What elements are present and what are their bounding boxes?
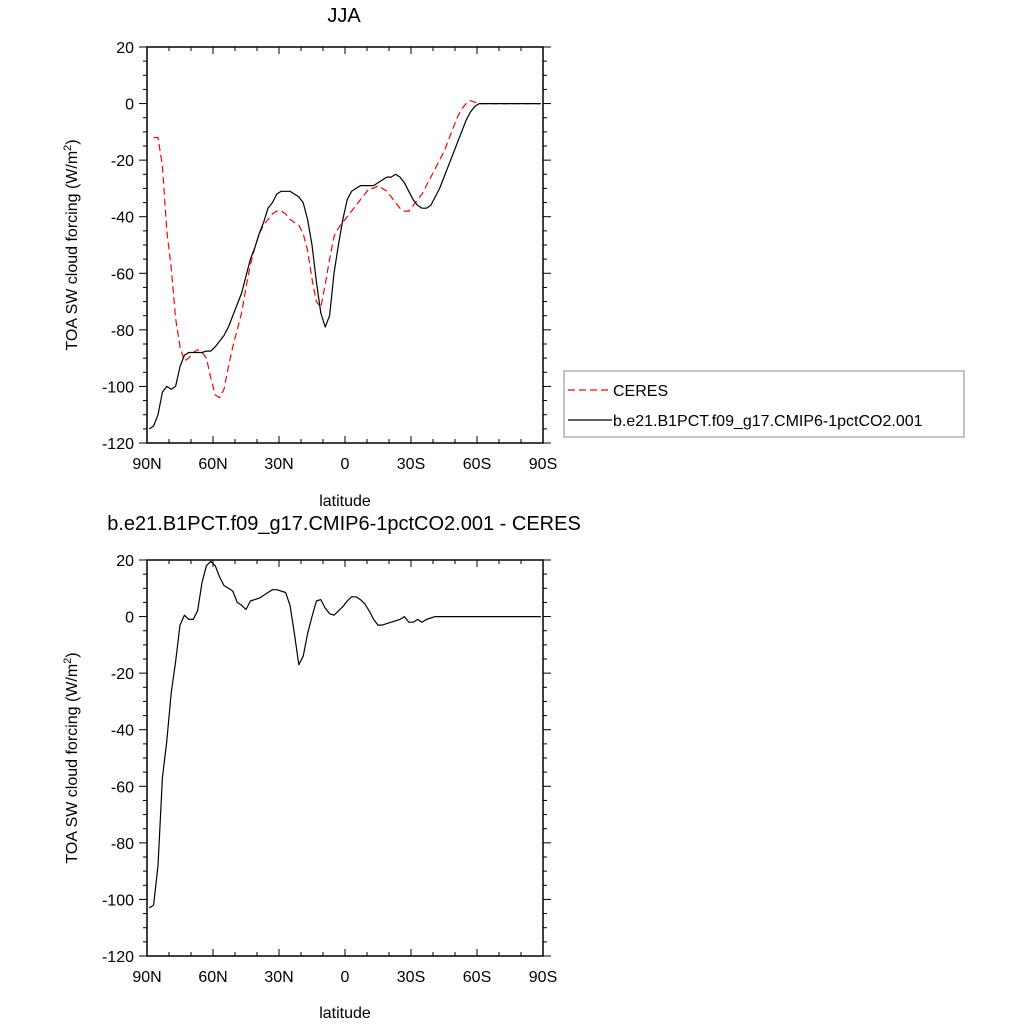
top-y-axis-label-main: TOA SW cloud forcing (W/m — [64, 151, 81, 351]
legend-box — [563, 370, 965, 438]
bottom-y-axis-label-sup: 2 — [62, 658, 74, 664]
top-x-tick-label: 60S — [463, 456, 491, 473]
top-series-line-model — [148, 102, 541, 430]
top-y-tick-label: 0 — [125, 97, 134, 114]
top-x-tick-label: 90N — [132, 456, 161, 473]
bottom-y-tick-label: 0 — [125, 610, 134, 627]
top-x-axis-label: latitude — [319, 493, 371, 510]
top-x-tick-label: 60N — [198, 456, 227, 473]
bottom-y-tick-label: -100 — [102, 892, 134, 909]
bottom-y-tick-label: -80 — [111, 836, 134, 853]
top-series-group — [148, 100, 541, 430]
top-series-line-ceres — [153, 100, 541, 399]
top-chart-title: JJA — [327, 5, 361, 27]
bottom-series-group — [148, 560, 541, 909]
bottom-x-tick-label: 90N — [132, 969, 161, 986]
legend: CERES b.e21.B1PCT.f09_g17.CMIP6-1pctCO2.… — [563, 370, 965, 438]
top-x-tick-label: 0 — [341, 456, 350, 473]
top-y-tick-label: -100 — [102, 379, 134, 396]
top-x-tick-label: 30S — [397, 456, 425, 473]
bottom-y-tick-label: -60 — [111, 779, 134, 796]
bottom-panel: b.e21.B1PCT.f09_g17.CMIP6-1pctCO2.001 - … — [62, 513, 581, 1022]
top-y-tick-label: -60 — [111, 266, 134, 283]
bottom-x-tick-label: 60S — [463, 969, 491, 986]
legend-label-model: b.e21.B1PCT.f09_g17.CMIP6-1pctCO2.001 — [613, 413, 923, 430]
bottom-y-tick-label: -40 — [111, 723, 134, 740]
bottom-x-tick-label: 0 — [341, 969, 350, 986]
bottom-y-tick-label: 20 — [116, 553, 134, 570]
bottom-y-axis-label-end: ) — [64, 652, 81, 657]
top-panel: JJA 90N 60N 30N 0 30S 60S 90S 20 0 -20 -40 -60 -80 -1… — [62, 5, 965, 510]
bottom-x-tick-label: 30N — [264, 969, 293, 986]
bottom-y-axis-label-main: TOA SW cloud forcing (W/m — [64, 664, 81, 864]
bottom-y-axis-label: TOA SW cloud forcing (W/m2) — [62, 652, 81, 863]
top-y-tick-label: -80 — [111, 323, 134, 340]
top-y-axis-label-end: ) — [64, 139, 81, 144]
top-y-tick-label: 20 — [116, 40, 134, 57]
legend-label-ceres: CERES — [613, 383, 668, 400]
bottom-x-tick-label: 30S — [397, 969, 425, 986]
top-y-axis-label: TOA SW cloud forcing (W/m2) — [62, 139, 81, 350]
bottom-plot-frame — [146, 559, 544, 957]
top-y-axis-label-sup: 2 — [62, 145, 74, 151]
top-y-tick-label: -120 — [102, 436, 134, 453]
top-x-tick-label: 90S — [529, 456, 557, 473]
top-y-tick-label: -20 — [111, 153, 134, 170]
bottom-series-line-model — [148, 560, 541, 909]
bottom-x-tick-label: 90S — [529, 969, 557, 986]
top-x-tick-label: 30N — [264, 456, 293, 473]
bottom-axis-ticks: 90N 60N 30N 0 30S 60S 90S 20 0 -20 -40 -60 -80 -100 -1… — [102, 553, 557, 986]
top-axis-ticks: 90N 60N 30N 0 30S 60S 90S 20 0 -20 -40 -60 -80 -100 -1… — [102, 40, 557, 473]
bottom-x-tick-label: 60N — [198, 969, 227, 986]
top-y-tick-label: -40 — [111, 210, 134, 227]
bottom-y-tick-label: -20 — [111, 666, 134, 683]
bottom-y-tick-label: -120 — [102, 949, 134, 966]
bottom-x-axis-label: latitude — [319, 1005, 371, 1022]
top-plot-frame — [146, 46, 544, 444]
bottom-chart-title: b.e21.B1PCT.f09_g17.CMIP6-1pctCO2.001 - … — [107, 513, 581, 535]
